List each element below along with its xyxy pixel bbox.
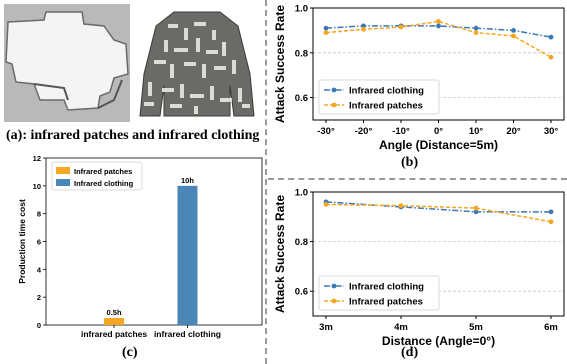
panel-d-caption: (d) (401, 345, 419, 360)
chart-d-xtick-label: 5m (469, 322, 483, 333)
chart-c-legend-label: Infrared clothing (74, 179, 134, 188)
chart-b-point (511, 28, 516, 33)
chart-b-xtick-label: 30° (544, 126, 559, 137)
chart-c-legend-swatch (56, 179, 70, 186)
chart-c-legend-label: Infrared patches (74, 167, 132, 176)
chart-d-frame (312, 191, 565, 317)
chart-b-xtick-label: -10° (392, 126, 410, 137)
chart-b-point (473, 25, 479, 31)
chart-c-ytick-label: 4 (37, 265, 42, 274)
chart-b-point (398, 24, 404, 30)
chart-b-point (436, 23, 441, 29)
chart-d-point (473, 205, 479, 211)
chart-b-y-axis-title: Attack Success Rate (273, 5, 287, 123)
chart-c-xtick-label: infrared patches (81, 329, 147, 339)
chart-b-point (361, 23, 366, 29)
chart-b-ytick-label: 0.8 (295, 48, 308, 59)
chart-d-x-axis-title: Distance (Angle=0°) (382, 334, 495, 348)
chart-b-point (548, 54, 554, 60)
chart-d-legend-box (318, 275, 440, 311)
panel-c-caption: (c) (122, 345, 138, 360)
horizontal-divider (268, 178, 567, 180)
chart-d-xtick-label: 6m (544, 322, 558, 333)
chart-b-point (548, 34, 554, 40)
chart-d-y-axis-title: Attack Success Rate (273, 195, 287, 313)
chart-d-point (473, 209, 479, 215)
panel-b-caption: (b) (401, 155, 419, 170)
chart-c-bar-label: 10h (181, 176, 194, 185)
chart-b-legend-label: Infrared clothing (349, 86, 424, 97)
chart-d-legend-marker (331, 298, 337, 304)
chart-b-x-axis-title: Angle (Distance=5m) (379, 138, 498, 152)
chart-b-legend-box (318, 79, 440, 115)
chart-b-xtick-label: 20° (506, 126, 521, 137)
chart-d-ytick-label: 1.0 (295, 188, 308, 199)
chart-b-legend-marker (331, 102, 337, 108)
chart-b-point (436, 19, 441, 24)
chart-d-point (548, 209, 554, 215)
chart-b-point (323, 30, 329, 36)
chart-b-point (473, 30, 479, 36)
vertical-divider (265, 0, 267, 364)
chart-c-legend-box (51, 161, 143, 191)
chart-b-point (323, 25, 329, 31)
chart-b-xtick-label: -20° (355, 126, 373, 137)
chart-b-ytick-label: 1.0 (295, 4, 308, 15)
chart-d-point (398, 203, 404, 209)
chart-c-ytick-label: 2 (37, 293, 41, 302)
chart-c-bar (104, 318, 125, 325)
chart-b-ytick-label: 0.6 (295, 93, 308, 104)
chart-c-ytick-label: 10 (33, 182, 41, 191)
chart-c-ytick-label: 0 (37, 321, 41, 330)
chart-d-xtick-label: 4m (394, 322, 408, 333)
chart-b-point (511, 33, 516, 39)
chart-d-point (323, 202, 329, 207)
infrared-patch-image (4, 4, 130, 122)
chart-b-point (361, 26, 366, 32)
chart-c-bar (177, 185, 198, 325)
chart-d-series-line-1 (325, 203, 552, 223)
panel-a-caption: (a): infrared patches and infrared cloth… (6, 128, 260, 143)
chart-b-xtick-label: 0° (434, 126, 443, 137)
infrared-clothing-image (134, 4, 259, 122)
chart-c-y-axis-title: Production time cost (17, 199, 27, 284)
chart-d-legend-label: Infrared clothing (349, 282, 424, 293)
chart-c-xtick-label: infrared clothing (154, 329, 221, 339)
chart-c-ytick-label: 12 (33, 154, 41, 163)
chart-b-xtick-label: -30° (317, 126, 335, 137)
chart-b-xtick-label: 10° (469, 126, 484, 137)
chart-d-legend-label: Infrared patches (349, 297, 423, 308)
chart-c-ytick-label: 6 (37, 238, 41, 247)
chart-c-bar-label: 0.5h (107, 308, 122, 317)
chart-d-legend-marker (331, 283, 337, 289)
chart-c-legend-swatch (56, 167, 70, 174)
infrared-clothing-photo (134, 4, 259, 122)
chart-c-ytick-label: 8 (37, 210, 41, 219)
chart-b-legend-label: Infrared patches (349, 101, 423, 112)
infrared-patch-photo (4, 4, 130, 122)
chart-d-xtick-label: 3m (319, 322, 333, 333)
chart-b-legend-marker (331, 87, 337, 93)
chart-d-point (548, 219, 554, 225)
chart-d-ytick-label: 0.6 (295, 287, 308, 298)
chart-d-series-line-0 (325, 201, 551, 213)
chart-d-ytick-label: 0.8 (295, 237, 308, 248)
